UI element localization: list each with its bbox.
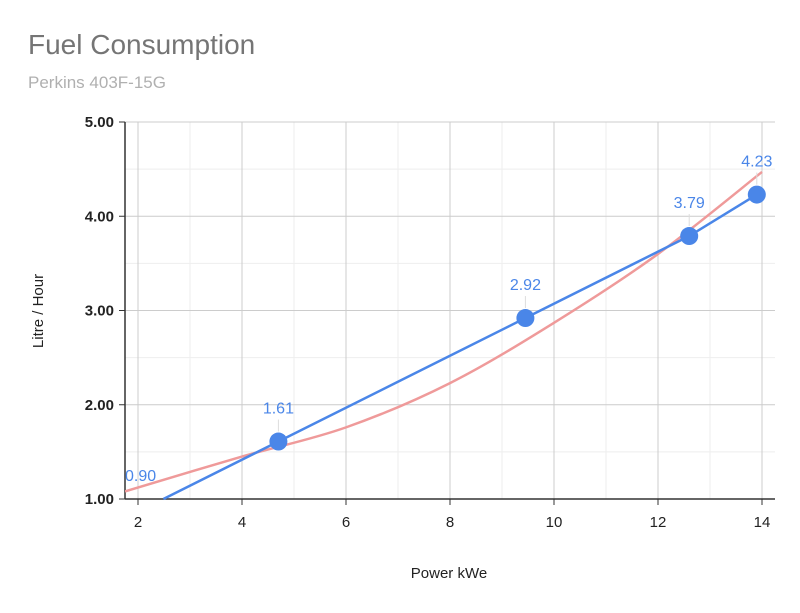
chart-title: Fuel Consumption bbox=[28, 29, 255, 60]
series-line bbox=[162, 193, 758, 501]
data-labels: 1.61 2.92 3.79 4.23 0.90 bbox=[125, 154, 772, 485]
data-point bbox=[269, 432, 288, 451]
grid bbox=[125, 121, 775, 499]
data-label: 1.61 bbox=[263, 401, 294, 418]
annotation-label: 0.90 bbox=[125, 468, 156, 485]
y-axis-label: Litre / Hour bbox=[30, 274, 47, 348]
y-tick-label: 1.00 bbox=[85, 491, 114, 508]
axes: 2 4 6 8 10 12 14 1.00 2.00 3.00 4.00 5.00 bbox=[85, 114, 775, 531]
x-tick-label: 6 bbox=[342, 514, 350, 531]
y-tick-label: 5.00 bbox=[85, 114, 114, 131]
series-layer bbox=[125, 170, 766, 501]
x-tick-label: 8 bbox=[446, 514, 454, 531]
y-tick-label: 4.00 bbox=[85, 208, 114, 225]
data-point bbox=[516, 309, 535, 328]
data-label: 2.92 bbox=[510, 277, 541, 294]
y-tick-label: 3.00 bbox=[85, 303, 114, 320]
data-label: 4.23 bbox=[741, 154, 772, 171]
x-axis-label: Power kWe bbox=[411, 565, 487, 582]
trendline bbox=[125, 170, 763, 493]
data-label: 3.79 bbox=[674, 195, 705, 212]
chart-subtitle: Perkins 403F-15G bbox=[28, 73, 166, 92]
data-point bbox=[747, 185, 766, 204]
y-tick-label: 2.00 bbox=[85, 397, 114, 414]
data-point bbox=[680, 227, 699, 246]
x-tick-label: 14 bbox=[754, 514, 771, 531]
x-tick-label: 2 bbox=[134, 514, 142, 531]
x-tick-label: 12 bbox=[650, 514, 667, 531]
x-tick-label: 10 bbox=[546, 514, 563, 531]
x-tick-label: 4 bbox=[238, 514, 246, 531]
